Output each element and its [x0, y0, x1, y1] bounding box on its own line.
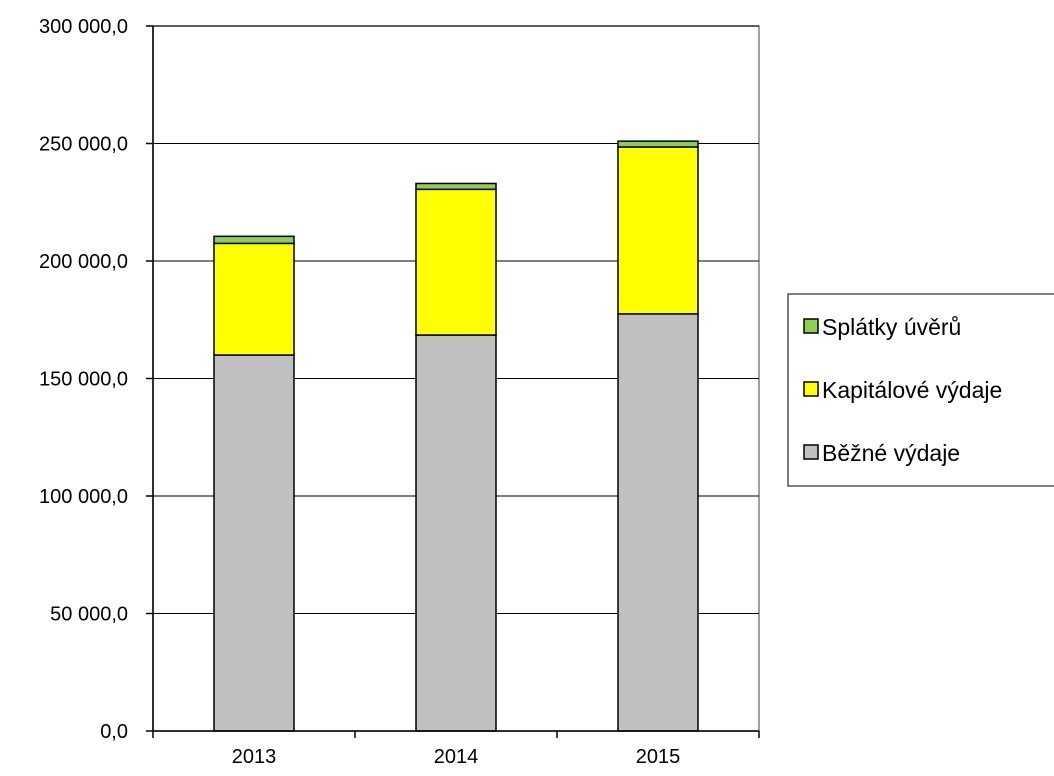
y-tick-label: 150 000,0 [39, 369, 128, 391]
bar-segment [415, 334, 497, 732]
legend-label: Kapitálové výdaje [822, 377, 1002, 403]
bar-segment [415, 182, 497, 191]
y-tick-label: 200 000,0 [39, 251, 128, 273]
bar-segment [617, 140, 699, 148]
legend-swatch [803, 381, 819, 397]
bar-segment [213, 242, 295, 356]
legend-label: Běžné výdaje [822, 440, 960, 466]
bar-segment [617, 313, 699, 732]
legend: Splátky úvěrů Kapitálové výdaje Běžné výda… [787, 293, 1054, 487]
x-tick-labels: 2013 2014 2015 [232, 746, 681, 768]
bars [213, 140, 699, 732]
bar-segment [617, 146, 699, 315]
y-tick-label: 300 000,0 [39, 16, 128, 38]
bar-segment [213, 235, 295, 245]
x-tick-label: 2014 [434, 746, 479, 768]
legend-box [787, 293, 1054, 487]
y-tick-label: 250 000,0 [39, 134, 128, 156]
y-tick-label: 100 000,0 [39, 486, 128, 508]
legend-swatch [803, 318, 819, 334]
y-tick-label: 0,0 [100, 721, 128, 743]
legend-label: Splátky úvěrů [822, 314, 961, 340]
axes [146, 25, 760, 738]
y-tick-label: 50 000,0 [50, 604, 128, 626]
bar-segment [415, 188, 497, 336]
legend-swatch [803, 444, 819, 460]
y-tick-labels: 0,0 50 000,0 100 000,0 150 000,0 200 000,0 25… [39, 16, 128, 743]
x-tick-label: 2013 [232, 746, 277, 768]
bar-segment [213, 354, 295, 732]
x-tick-label: 2015 [636, 746, 681, 768]
